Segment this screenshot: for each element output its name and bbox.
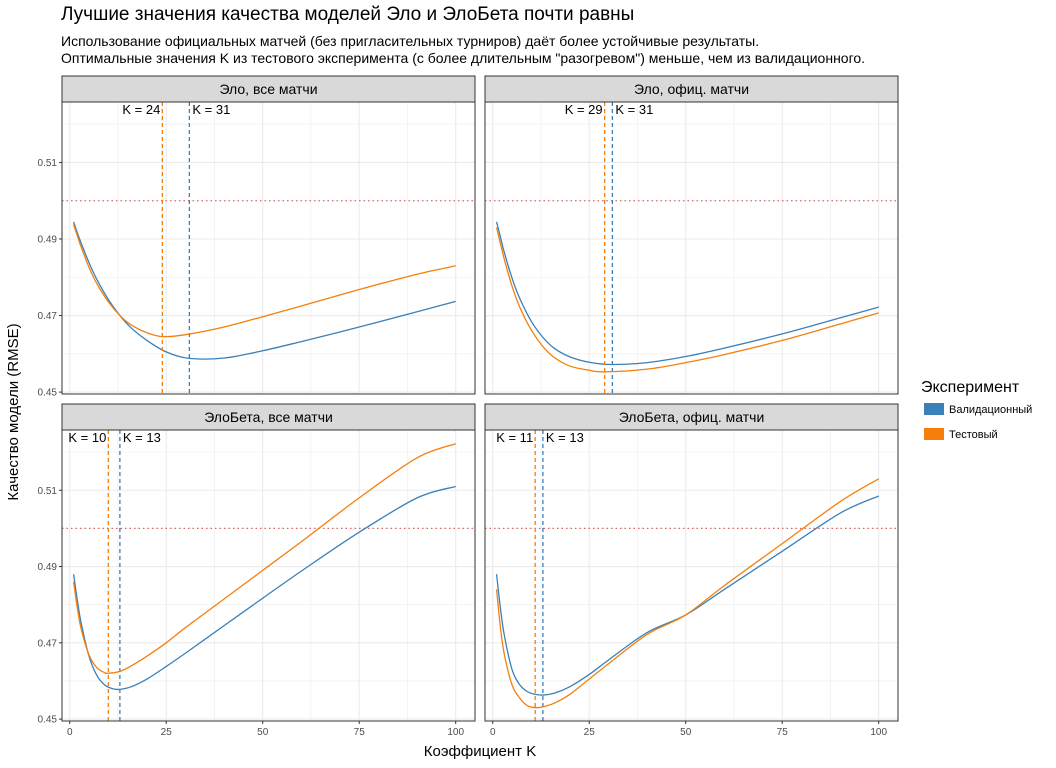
best-k-label: K = 13 [123, 430, 161, 445]
best-k-label: K = 24 [122, 102, 160, 117]
panel-title: ЭлоБета, все матчи [204, 409, 333, 425]
x-tick-label: 50 [257, 727, 269, 738]
panel-1: Эло, все матчи K = 24 K = 31 0.45 0.47 0.49 0.… [38, 75, 476, 399]
series-line-test [72, 443, 456, 675]
chart-title: Лучшие значения качества моделей Эло и Э… [61, 4, 635, 25]
y-tick-label: 0.47 [38, 638, 58, 649]
series-line-test [495, 478, 880, 709]
legend-key-2 [924, 428, 944, 440]
y-tick-label: 0.51 [38, 486, 58, 497]
best-k-label: K = 10 [68, 430, 106, 445]
panel-background [485, 102, 898, 394]
panel-strip [61, 75, 476, 103]
series-line-validation [72, 221, 456, 360]
legend-label-2: Тестовый [949, 429, 998, 441]
legend: Эксперимент Валидационный Тестовый [921, 379, 1032, 441]
best-k-label: K = 31 [192, 102, 230, 117]
chart-subtitle: Использование официальных матчей (без пр… [61, 33, 865, 67]
legend-title: Эксперимент [921, 379, 1020, 396]
series-line-validation [495, 495, 879, 696]
panel-3: ЭлоБета, все матчи K = 10 K = 13 0.45 0.47 0.… [38, 403, 476, 738]
legend-label-1: Валидационный [949, 404, 1032, 416]
series-line-test [72, 224, 456, 338]
y-tick-label: 0.45 [38, 388, 58, 399]
panel-border [61, 101, 476, 395]
legend-key-1 [924, 403, 944, 415]
panel-strip [484, 403, 899, 431]
x-tick-label: 50 [680, 727, 692, 738]
subtitle-line-1: Использование официальных матчей (без пр… [61, 33, 760, 49]
x-tick-label: 25 [161, 727, 173, 738]
panel-4: ЭлоБета, офиц. матчи K = 11 K = 13 0 25 50 75 1… [484, 403, 899, 738]
panel-title: Эло, офиц. матчи [634, 81, 749, 97]
y-tick-label: 0.45 [38, 715, 58, 726]
panel-background [62, 102, 475, 394]
y-tick-label: 0.51 [38, 158, 58, 169]
x-tick-label: 25 [584, 727, 596, 738]
y-tick-label: 0.49 [38, 562, 58, 573]
best-k-label: K = 11 [496, 430, 533, 445]
panel-title: ЭлоБета, офиц. матчи [619, 409, 765, 425]
x-tick-label: 100 [447, 727, 464, 738]
panel-border [484, 429, 899, 722]
best-k-label: K = 29 [565, 102, 603, 117]
series-line-validation [495, 221, 879, 366]
best-k-label: K = 13 [546, 430, 584, 445]
panel-border [484, 101, 899, 395]
best-k-label: K = 31 [615, 102, 653, 117]
panel-background [62, 430, 475, 721]
y-tick-label: 0.47 [38, 311, 58, 322]
x-tick-label: 100 [870, 727, 887, 738]
panel-border [61, 429, 476, 722]
subtitle-line-2: Оптимальные значения K из тестового эксп… [61, 50, 866, 66]
y-tick-label: 0.49 [38, 235, 58, 246]
panel-2: Эло, офиц. матчи K = 29 K = 31 [484, 75, 899, 395]
x-tick-label: 0 [67, 727, 73, 738]
panel-background [485, 430, 898, 721]
x-axis-title: Коэффициент K [424, 743, 536, 760]
x-tick-label: 0 [490, 727, 496, 738]
panel-title: Эло, все матчи [219, 81, 317, 97]
x-tick-label: 75 [777, 727, 789, 738]
series-line-test [495, 227, 879, 373]
y-axis-title: Качество модели (RMSE) [5, 323, 22, 500]
panel-strip [484, 75, 899, 103]
x-tick-label: 75 [354, 727, 366, 738]
panel-strip [61, 403, 476, 431]
